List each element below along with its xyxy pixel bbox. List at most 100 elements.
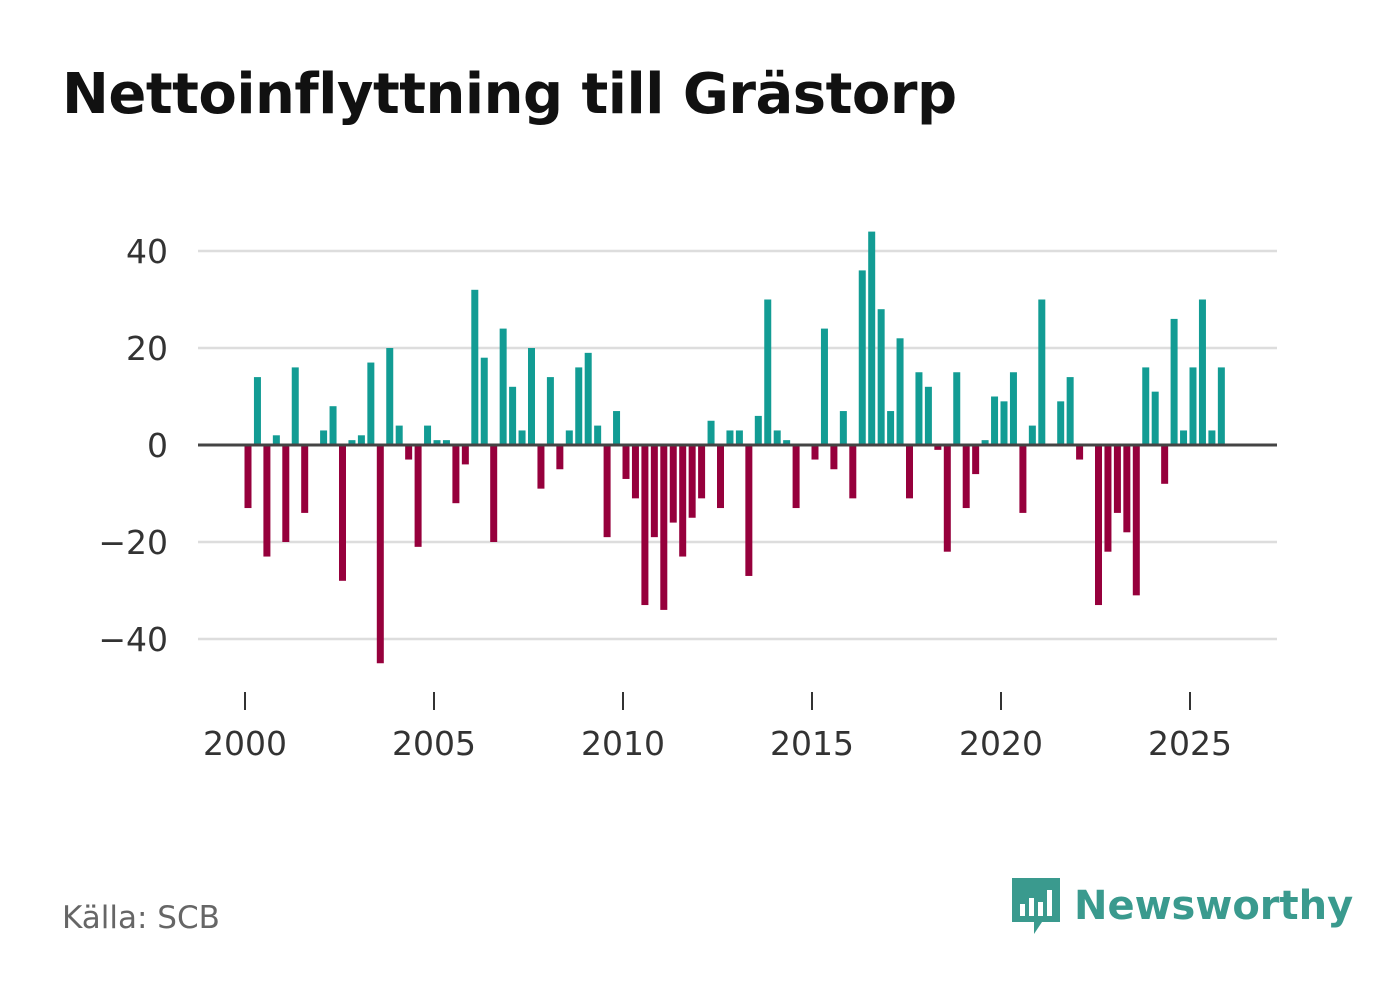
y-tick-label: 0 [147,426,168,465]
bar [244,445,252,509]
axes: 40 20 0 −20 −40 2000 2005 2010 2015 2020 2025 [98,232,1277,763]
bar [282,445,290,542]
bar [1189,367,1197,445]
bar [546,377,554,445]
bar [707,420,715,445]
bar [556,445,564,470]
bar [631,445,639,499]
bar [915,372,923,445]
bar [1038,299,1046,445]
bar [849,445,857,499]
bar [339,445,346,581]
bar [452,445,460,504]
bar [471,289,479,445]
bar [811,445,819,460]
bar [641,445,649,606]
bar [773,430,781,445]
bar [405,445,413,460]
bar [1161,445,1169,484]
bar [490,445,498,542]
bar [509,386,517,445]
bar [792,445,800,509]
bar [698,445,706,499]
bar [263,445,271,557]
bar [906,445,913,499]
bar [348,440,356,445]
bar [1028,425,1036,445]
bar [584,352,592,445]
bar [565,430,573,445]
bar [1170,318,1178,445]
bar [764,299,772,445]
bar [357,435,365,445]
bar [1009,372,1017,445]
bar [1057,401,1065,445]
bars [244,231,1225,664]
bar [688,445,696,518]
bar [991,396,999,445]
y-tick-label: 40 [126,232,168,271]
bar [679,445,687,557]
bar [518,430,526,445]
bar [1208,430,1216,445]
x-tick-label: 2015 [770,724,854,763]
bar [820,328,828,445]
bar [669,445,677,523]
bar [1095,445,1102,606]
bar [395,425,403,445]
bar [499,328,507,445]
bar [367,362,375,445]
bar [1217,367,1225,445]
bar [735,430,743,445]
chart-title: Nettoinflyttning till Grästorp [62,62,957,127]
bar [1000,401,1008,445]
bar [877,309,885,445]
bar [972,445,980,475]
bar [934,445,942,450]
bar [575,367,583,445]
bar [414,445,422,547]
x-tick-label: 2000 [203,724,287,763]
bar [717,445,724,509]
bar [726,430,734,445]
bar [480,357,488,445]
bar [320,430,328,445]
bar [1142,367,1150,445]
bar [442,440,450,445]
y-tick-label: 20 [126,329,168,368]
bar [650,445,658,538]
bar [868,231,876,445]
bar [1151,391,1159,445]
bar [1123,445,1131,533]
bar [537,445,545,489]
brand-name: Newsworthy [1074,883,1354,929]
bar [943,445,951,552]
bar [329,406,337,445]
bar [272,435,280,445]
bar [622,445,630,479]
bar [830,445,838,470]
bar [660,445,668,610]
bar [301,445,309,513]
bar [924,386,932,445]
bar [1132,445,1140,596]
bar [745,445,753,576]
bar [1066,377,1074,445]
bar [424,425,432,445]
bar [754,415,762,445]
bar [839,411,847,445]
x-tick-label: 2005 [392,724,476,763]
bar [1198,299,1206,445]
bar [1076,445,1084,460]
bar [528,348,535,445]
bar [1113,445,1121,513]
bar [896,338,904,445]
brand-logo[interactable]: Newsworthy [1010,876,1353,936]
bar [953,372,961,445]
bar [253,377,261,445]
x-tick-label: 2010 [581,724,665,763]
newsworthy-icon [1012,878,1060,934]
bar [291,367,299,445]
bar [376,445,384,664]
